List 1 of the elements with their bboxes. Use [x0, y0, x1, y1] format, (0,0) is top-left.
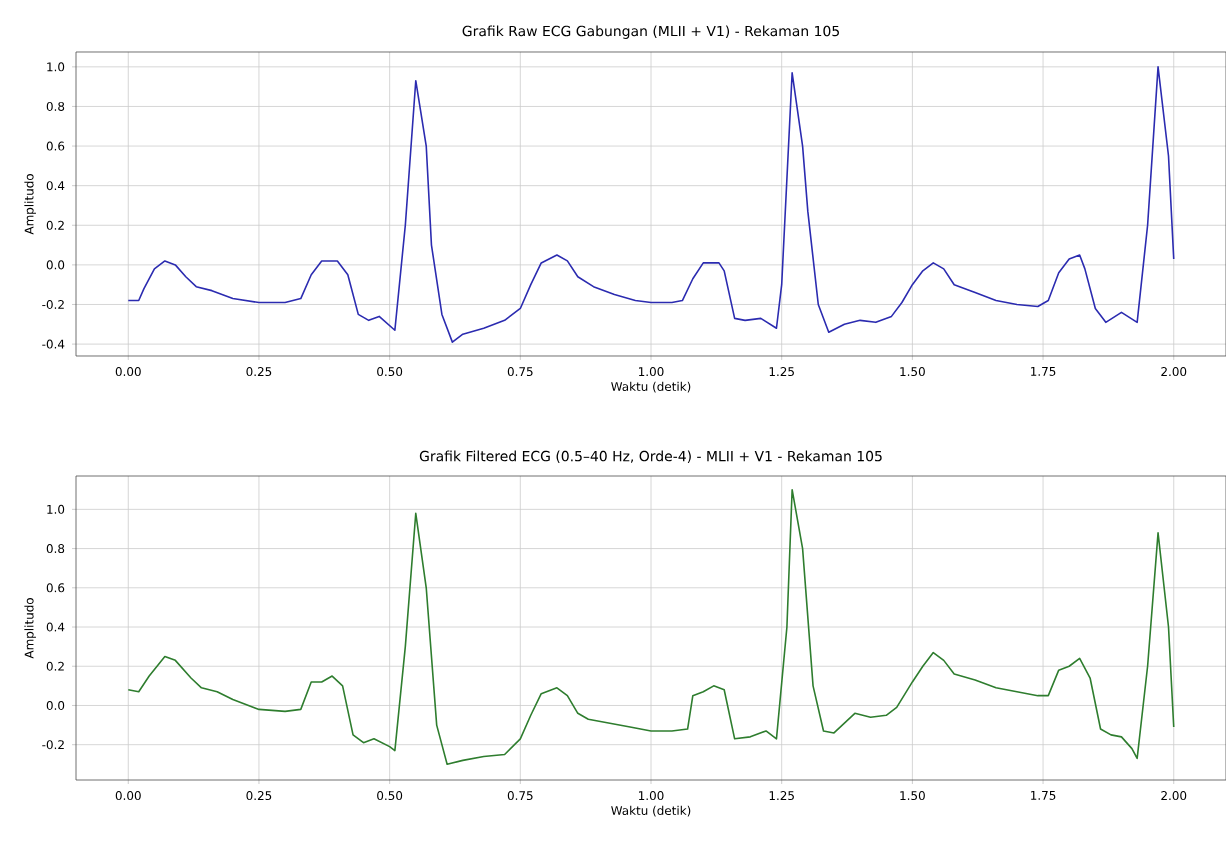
line-series — [127, 66, 1175, 343]
